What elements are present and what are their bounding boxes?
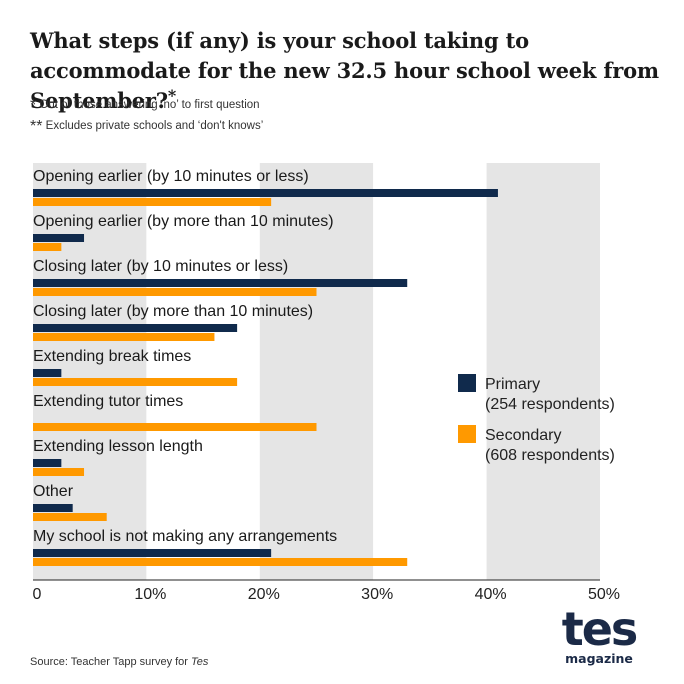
legend-swatch — [458, 425, 476, 443]
title-footnote-marker: * — [167, 86, 177, 105]
legend-label: Primary — [485, 376, 540, 393]
x-tick-label: 40% — [475, 586, 507, 603]
x-tick-label: 10% — [134, 586, 166, 603]
grid-band — [373, 163, 487, 580]
bar-secondary — [33, 513, 107, 521]
category-label: Closing later (by more than 10 minutes) — [33, 303, 313, 320]
bar-primary — [33, 189, 498, 197]
legend-sublabel: (254 respondents) — [485, 396, 615, 413]
category-label: Opening earlier (by 10 minutes or less) — [33, 168, 309, 185]
bar-secondary — [33, 198, 272, 206]
category-label: Other — [33, 483, 74, 500]
x-tick-label: 50% — [588, 586, 620, 603]
footnote-1: * Out of those answering ‘no’ to first q… — [30, 95, 260, 114]
category-label: Extending tutor times — [33, 393, 183, 410]
bar-primary — [33, 549, 272, 557]
grid-band — [486, 163, 600, 580]
source-note: Source: Teacher Tapp survey for Tes — [30, 656, 209, 668]
bar-primary — [33, 234, 85, 242]
bar-primary — [33, 324, 238, 332]
footnote-2-text: Excludes private schools and ‘don't know… — [45, 120, 264, 132]
category-label: My school is not making any arrangements — [33, 528, 337, 545]
category-label: Extending lesson length — [33, 438, 203, 455]
category-label: Opening earlier (by more than 10 minutes… — [33, 213, 334, 230]
bar-secondary — [33, 288, 317, 296]
grid-band — [146, 163, 260, 580]
footnote-2-marker: ** — [30, 118, 43, 135]
x-tick-label: 20% — [248, 586, 280, 603]
x-tick-label: 30% — [361, 586, 393, 603]
bar-primary — [33, 279, 408, 287]
footnote-2: ** Excludes private schools and ‘don't k… — [30, 116, 264, 135]
source-publication: Tes — [191, 656, 209, 668]
category-label: Closing later (by 10 minutes or less) — [33, 258, 288, 275]
footnote-1-marker: * — [30, 97, 37, 114]
bar-primary — [33, 369, 62, 377]
bar-primary — [33, 459, 62, 467]
bar-secondary — [33, 378, 238, 386]
logo-sub: magazine — [565, 651, 633, 666]
footnote-1-text: Out of those answering ‘no’ to first que… — [39, 99, 260, 111]
legend-swatch — [458, 374, 476, 392]
tes-magazine-logo: tes magazine — [554, 606, 644, 672]
bar-primary — [33, 504, 73, 512]
legend-label: Secondary — [485, 427, 562, 444]
bar-secondary — [33, 468, 85, 476]
bar-secondary — [33, 423, 317, 431]
x-tick-label: 0 — [33, 586, 42, 603]
grid-band — [259, 163, 374, 580]
legend-sublabel: (608 respondents) — [485, 447, 615, 464]
bar-secondary — [33, 243, 62, 251]
category-label: Extending break times — [33, 348, 191, 365]
bar-secondary — [33, 558, 408, 566]
bar-secondary — [33, 333, 215, 341]
logo-word: tes — [561, 602, 639, 656]
chart-title: What steps (if any) is your school takin… — [30, 28, 659, 113]
